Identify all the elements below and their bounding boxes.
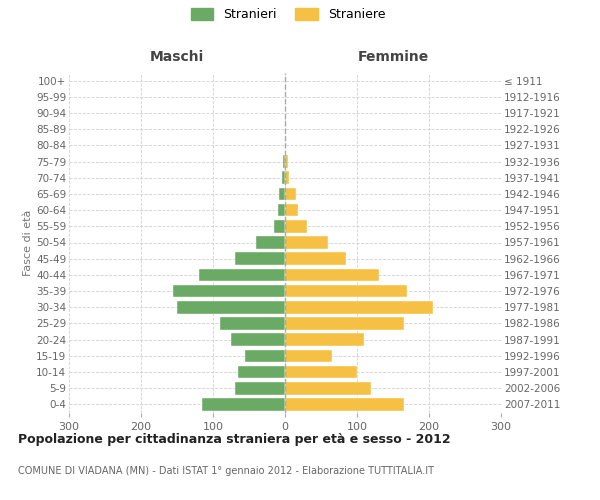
- Bar: [202, 398, 285, 410]
- Bar: [285, 334, 364, 346]
- Bar: [231, 334, 285, 346]
- Y-axis label: Fasce di età: Fasce di età: [23, 210, 33, 276]
- Bar: [285, 301, 433, 314]
- Bar: [285, 317, 404, 330]
- Bar: [285, 252, 346, 265]
- Bar: [238, 366, 285, 378]
- Text: Popolazione per cittadinanza straniera per età e sesso - 2012: Popolazione per cittadinanza straniera p…: [18, 432, 451, 446]
- Bar: [285, 285, 407, 298]
- Bar: [279, 188, 285, 200]
- Bar: [285, 155, 288, 168]
- Bar: [285, 188, 296, 200]
- Bar: [285, 172, 289, 184]
- Text: Maschi: Maschi: [150, 50, 204, 64]
- Bar: [245, 350, 285, 362]
- Bar: [285, 350, 332, 362]
- Bar: [256, 236, 285, 249]
- Bar: [285, 268, 379, 281]
- Text: COMUNE DI VIADANA (MN) - Dati ISTAT 1° gennaio 2012 - Elaborazione TUTTITALIA.IT: COMUNE DI VIADANA (MN) - Dati ISTAT 1° g…: [18, 466, 434, 476]
- Bar: [285, 398, 404, 410]
- Bar: [285, 382, 371, 394]
- Bar: [199, 268, 285, 281]
- Bar: [173, 285, 285, 298]
- Text: Femmine: Femmine: [358, 50, 428, 64]
- Bar: [283, 155, 285, 168]
- Bar: [285, 204, 298, 216]
- Bar: [285, 220, 307, 232]
- Bar: [235, 382, 285, 394]
- Bar: [220, 317, 285, 330]
- Legend: Stranieri, Straniere: Stranieri, Straniere: [185, 2, 391, 26]
- Bar: [285, 236, 328, 249]
- Bar: [177, 301, 285, 314]
- Bar: [235, 252, 285, 265]
- Bar: [282, 172, 285, 184]
- Bar: [274, 220, 285, 232]
- Bar: [285, 366, 357, 378]
- Bar: [278, 204, 285, 216]
